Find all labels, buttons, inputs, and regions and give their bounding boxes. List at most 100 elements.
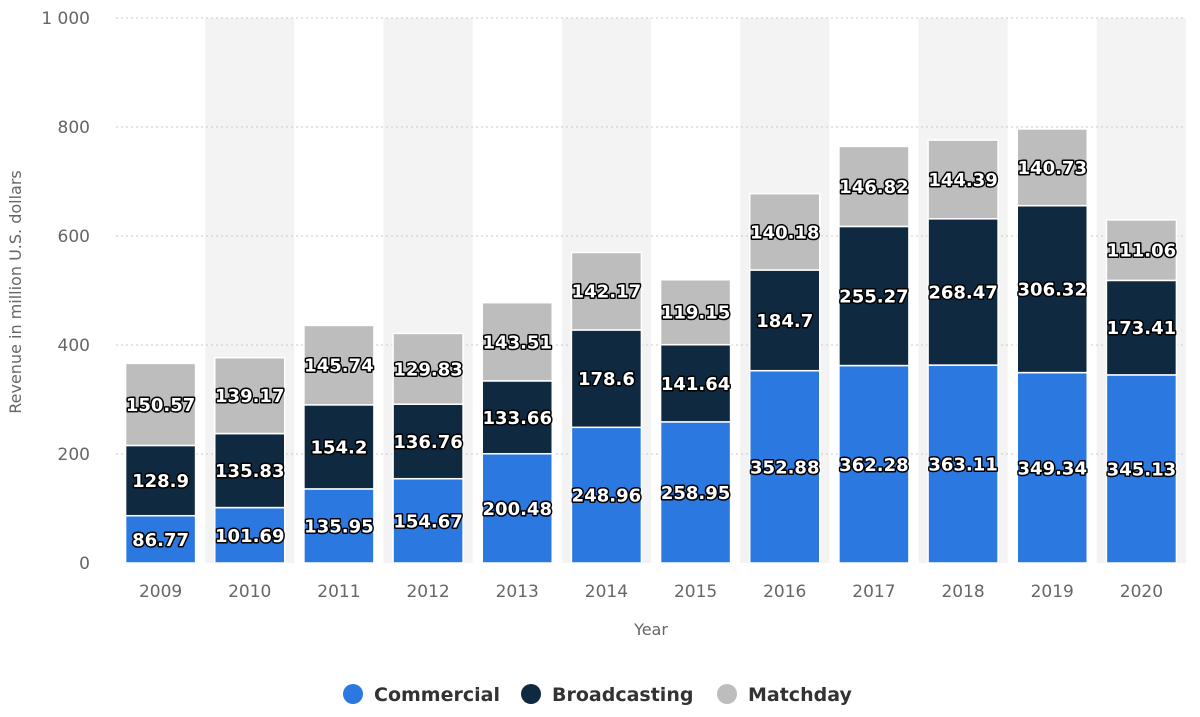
bar-segment-matchday-2017 <box>838 145 910 228</box>
bar-segment-commercial-2020 <box>1105 374 1178 564</box>
bar-segment-commercial-2019 <box>1016 371 1088 564</box>
x-axis-title: Year <box>633 620 668 639</box>
data-label-commercial-2014: 248.96 <box>572 486 641 507</box>
bar-segment-matchday-2014 <box>570 251 643 331</box>
y-tick-label: 1 000 <box>41 9 90 29</box>
data-label-broadcasting-2009: 128.9 <box>132 471 189 492</box>
bar-segment-broadcasting-2019 <box>1016 204 1088 374</box>
data-label-commercial-2011: 135.95 <box>304 516 373 537</box>
bar-segment-broadcasting-2010 <box>214 432 286 509</box>
y-axis-ticks: 0 200 400 600 800 1 000 <box>41 9 90 574</box>
data-label-broadcasting-2010: 135.83 <box>215 461 284 482</box>
bar-segment-broadcasting-2014 <box>570 329 643 429</box>
data-label-commercial-2010: 101.69 <box>215 526 284 547</box>
y-tick-label: 600 <box>58 227 90 247</box>
bar-segment-commercial-2014 <box>570 426 643 564</box>
x-tick-label: 2012 <box>406 582 449 602</box>
data-label-broadcasting-2017: 255.27 <box>839 286 908 307</box>
bar-segment-broadcasting-2015 <box>659 343 732 423</box>
bar-segment-broadcasting-2018 <box>927 218 999 366</box>
data-label-broadcasting-2011: 154.2 <box>310 437 367 458</box>
data-label-matchday-2013: 143.51 <box>483 332 552 353</box>
x-tick-label: 2010 <box>228 582 271 602</box>
x-tick-label: 2017 <box>852 582 895 602</box>
data-label-matchday-2020: 111.06 <box>1107 241 1176 262</box>
bar-segment-matchday-2012 <box>392 332 464 405</box>
data-label-commercial-2013: 200.48 <box>483 499 552 520</box>
bar-segment-matchday-2020 <box>1105 219 1178 282</box>
bar-segment-broadcasting-2020 <box>1105 279 1178 376</box>
bar-segment-broadcasting-2017 <box>838 225 910 367</box>
bar-segment-broadcasting-2012 <box>392 403 464 480</box>
bar-segment-commercial-2013 <box>481 452 553 564</box>
bars <box>124 128 1178 564</box>
legend-marker-broadcasting <box>521 684 541 704</box>
data-label-matchday-2015: 119.15 <box>661 303 730 324</box>
data-label-matchday-2011: 145.74 <box>304 356 373 377</box>
bar-segment-broadcasting-2009 <box>124 444 197 517</box>
data-label-matchday-2012: 129.83 <box>393 359 462 380</box>
x-tick-label: 2014 <box>585 582 628 602</box>
bar-segment-commercial-2016 <box>749 369 821 564</box>
legend-label-commercial: Commercial <box>374 684 500 706</box>
bar-segment-matchday-2019 <box>1016 128 1088 207</box>
data-label-broadcasting-2014: 178.6 <box>578 369 635 390</box>
x-tick-label: 2019 <box>1031 582 1074 602</box>
x-tick-label: 2009 <box>139 582 182 602</box>
data-label-broadcasting-2018: 268.47 <box>928 282 997 303</box>
data-label-commercial-2019: 349.34 <box>1018 458 1087 479</box>
data-label-commercial-2018: 363.11 <box>928 455 997 476</box>
legend: Commercial Broadcasting Matchday <box>343 684 852 706</box>
legend-label-broadcasting: Broadcasting <box>552 684 693 706</box>
bar-segment-commercial-2011 <box>303 488 375 564</box>
data-label-matchday-2016: 140.18 <box>750 222 819 243</box>
y-tick-label: 200 <box>58 445 90 465</box>
bar-segment-matchday-2018 <box>927 139 999 220</box>
data-label-matchday-2010: 139.17 <box>215 386 284 407</box>
gridlines <box>116 17 1186 455</box>
bar-segment-matchday-2013 <box>481 301 553 382</box>
bar-segment-broadcasting-2011 <box>303 404 375 490</box>
y-tick-label: 400 <box>58 336 90 356</box>
legend-marker-matchday <box>717 684 737 704</box>
data-label-matchday-2014: 142.17 <box>572 282 641 303</box>
data-label-matchday-2009: 150.57 <box>126 395 195 416</box>
x-tick-label: 2018 <box>941 582 984 602</box>
data-label-matchday-2018: 144.39 <box>928 170 997 191</box>
y-axis-title: Revenue in million U.S. dollars <box>6 170 25 414</box>
x-axis-ticks: 2009 2010 2011 2012 2013 2014 2015 2016 2017 2018… <box>139 582 1163 602</box>
data-label-commercial-2020: 345.13 <box>1107 459 1176 480</box>
x-tick-label: 2011 <box>317 582 360 602</box>
bar-segment-matchday-2016 <box>749 192 821 271</box>
y-tick-label: 800 <box>58 118 90 138</box>
x-tick-label: 2013 <box>496 582 539 602</box>
y-tick-label: 0 <box>79 554 90 574</box>
data-label-broadcasting-2013: 133.66 <box>483 408 552 429</box>
data-label-broadcasting-2015: 141.64 <box>661 374 730 395</box>
data-label-commercial-2016: 352.88 <box>750 457 819 478</box>
data-label-commercial-2009: 86.77 <box>132 530 189 551</box>
bar-segment-commercial-2010 <box>214 506 286 564</box>
legend-label-matchday: Matchday <box>748 684 852 706</box>
bar-segment-broadcasting-2013 <box>481 380 553 455</box>
x-tick-label: 2020 <box>1120 582 1163 602</box>
bar-segment-commercial-2009 <box>124 514 197 564</box>
x-tick-label: 2016 <box>763 582 806 602</box>
bar-segment-matchday-2015 <box>659 278 732 346</box>
bar-segment-matchday-2009 <box>124 362 197 447</box>
data-label-broadcasting-2016: 184.7 <box>756 311 813 332</box>
bar-segment-matchday-2010 <box>214 356 286 435</box>
bar-segment-broadcasting-2016 <box>749 269 821 372</box>
data-label-commercial-2017: 362.28 <box>839 455 908 476</box>
data-label-broadcasting-2020: 173.41 <box>1107 318 1176 339</box>
legend-marker-commercial <box>343 684 363 704</box>
x-tick-label: 2015 <box>674 582 717 602</box>
data-label-commercial-2015: 258.95 <box>661 483 730 504</box>
bar-segment-matchday-2011 <box>303 324 375 406</box>
data-label-broadcasting-2019: 306.32 <box>1018 280 1087 301</box>
data-label-matchday-2017: 146.82 <box>839 177 908 198</box>
data-label-broadcasting-2012: 136.76 <box>393 432 462 453</box>
data-label-commercial-2012: 154.67 <box>393 511 462 532</box>
